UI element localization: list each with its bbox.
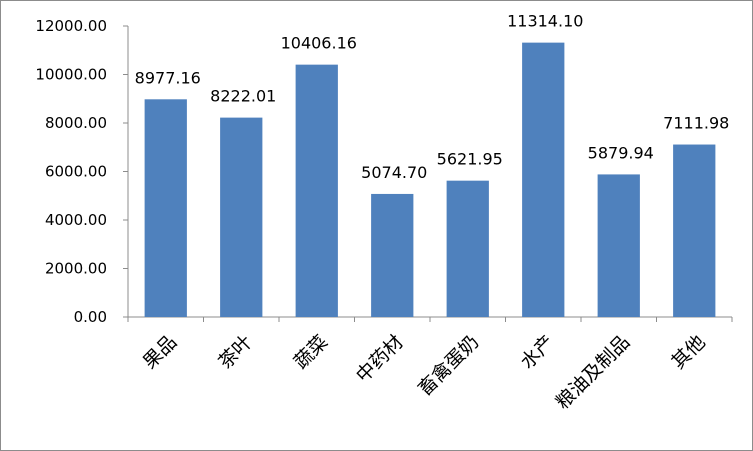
data-label: 5074.70 <box>361 163 427 182</box>
data-label: 8222.01 <box>210 87 276 106</box>
bar <box>144 99 187 318</box>
data-label: 8977.16 <box>135 68 201 87</box>
y-tick-label: 2000.00 <box>45 260 107 278</box>
y-tick-label: 12000.00 <box>35 17 107 35</box>
y-tick-label: 10000.00 <box>35 66 107 84</box>
data-labels: 8977.16 8222.01 10406.16 5074.70 5621.95 1131… <box>135 12 730 182</box>
bar <box>597 174 640 317</box>
x-category-label: 畜禽蛋奶 <box>414 331 483 400</box>
x-category-label: 水产 <box>516 331 558 373</box>
x-category-label: 茶叶 <box>214 331 256 373</box>
x-category-label: 其他 <box>667 331 709 373</box>
y-tick-label: 0.00 <box>74 308 107 326</box>
x-category-label: 果品 <box>139 331 181 373</box>
axes <box>127 26 733 322</box>
data-label: 11314.10 <box>507 12 583 31</box>
bar <box>522 42 565 317</box>
bar <box>673 144 716 317</box>
data-label: 10406.16 <box>281 34 357 53</box>
data-label: 5879.94 <box>588 143 654 162</box>
x-category-label: 蔬菜 <box>290 331 332 373</box>
data-label: 5621.95 <box>437 150 503 169</box>
data-label: 7111.98 <box>663 114 729 133</box>
bars <box>144 42 716 318</box>
y-tick-label: 8000.00 <box>45 114 107 132</box>
bar <box>446 180 489 317</box>
bar <box>295 64 338 317</box>
bar <box>220 117 263 317</box>
y-tick-label: 6000.00 <box>45 163 107 181</box>
bar <box>371 193 414 317</box>
x-category-label: 粮油及制品 <box>552 331 635 414</box>
y-tick-label: 4000.00 <box>45 211 107 229</box>
x-category-label: 中药材 <box>352 331 408 387</box>
y-axis-ticks: 0.00 2000.00 4000.00 6000.00 8000.00 10000.00… <box>35 17 128 326</box>
